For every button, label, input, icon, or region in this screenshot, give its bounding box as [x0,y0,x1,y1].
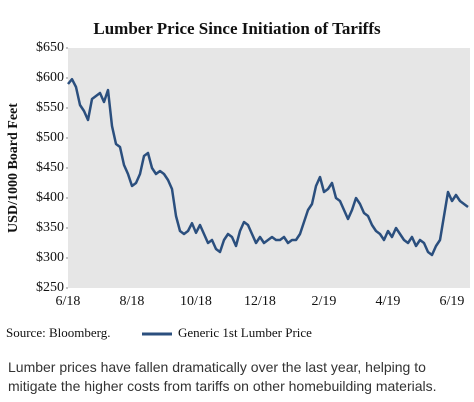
source: Source: Bloomberg. [6,325,110,340]
chart-title: Lumber Price Since Initiation of Tariffs [93,19,381,38]
x-tick-label: 2/19 [312,294,337,309]
y-tick-label: $650 [36,40,64,55]
x-tick-label: 4/19 [376,294,401,309]
plot-area [68,48,470,288]
data-line [67,77,469,257]
y-tick-label: $450 [36,160,64,175]
y-tick-label: $250 [36,280,64,295]
chart: Lumber Price Since Initiation of Tariffs… [6,19,470,340]
x-tick-label: 12/18 [244,294,276,309]
caption: Lumber prices have fallen dramatically o… [8,359,437,394]
y-tick-label: $350 [36,220,64,235]
x-tick-label: 6/19 [440,294,465,309]
x-tick-label: 8/18 [120,294,145,309]
y-axis-label: USD/1000 Board Feet [6,103,21,233]
x-tick-label: 10/18 [180,294,212,309]
y-tick-label: $600 [36,70,64,85]
y-tick-label: $400 [36,190,64,205]
x-tick-label: 6/18 [56,294,81,309]
legend-label: Generic 1st Lumber Price [178,325,312,340]
y-tick-label: $300 [36,250,64,265]
y-tick-label: $550 [36,100,64,115]
y-tick-label: $500 [36,130,64,145]
